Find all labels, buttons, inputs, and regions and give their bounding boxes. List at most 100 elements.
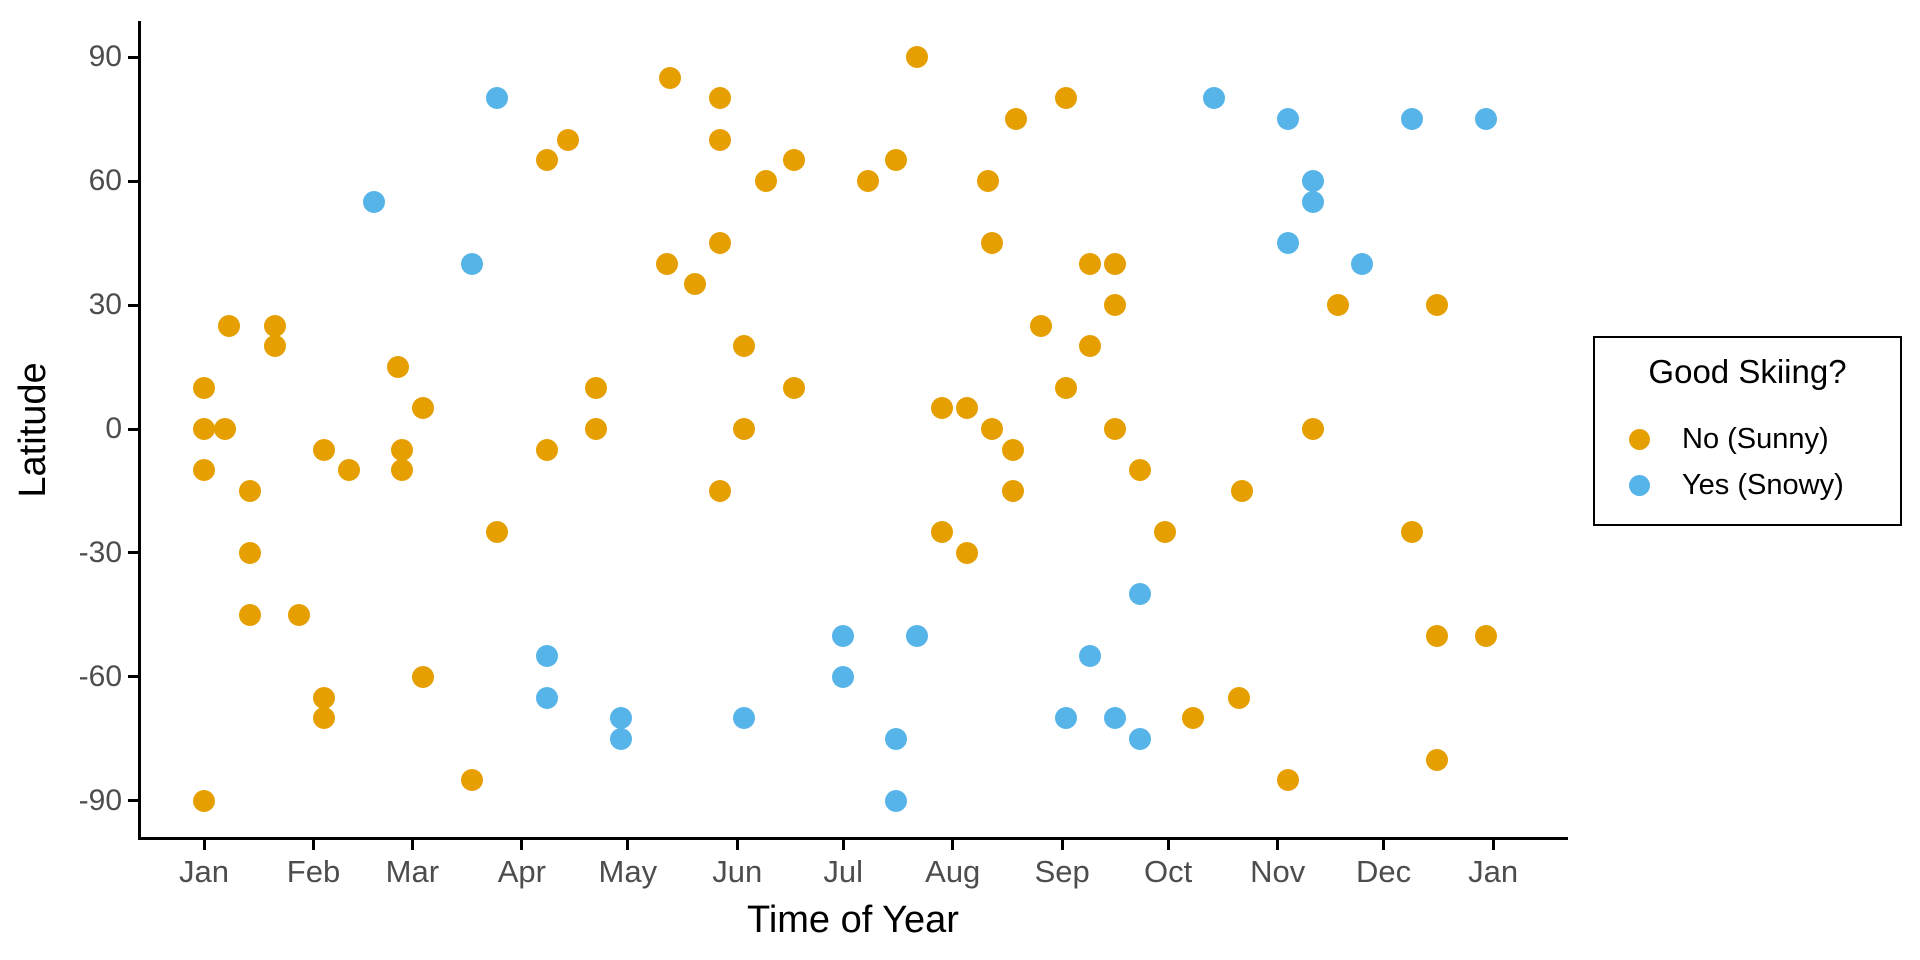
- x-tick: [951, 840, 955, 850]
- data-point: [535, 149, 558, 172]
- y-tick-label: 60: [88, 164, 122, 197]
- data-point: [1475, 624, 1498, 647]
- data-point: [1301, 418, 1324, 440]
- data-point: [193, 789, 215, 812]
- data-point: [263, 335, 286, 358]
- data-point: [288, 603, 311, 626]
- y-tick: [128, 551, 138, 555]
- data-point: [1277, 232, 1300, 254]
- x-tick-label: Oct: [1144, 854, 1193, 889]
- data-point: [1001, 479, 1024, 502]
- y-tick-label: 30: [88, 288, 122, 321]
- data-point: [1054, 87, 1077, 110]
- y-tick: [128, 427, 138, 431]
- data-point: [1227, 686, 1250, 709]
- y-tick-label: 90: [88, 40, 122, 73]
- x-tick: [841, 840, 845, 850]
- y-tick: [128, 179, 138, 183]
- data-point: [609, 727, 632, 750]
- data-point: [955, 397, 978, 420]
- data-point: [1128, 583, 1151, 606]
- data-point: [238, 603, 261, 626]
- x-tick-label: Sep: [1034, 854, 1090, 889]
- x-tick: [1060, 840, 1064, 850]
- data-point: [193, 418, 215, 440]
- data-point: [977, 170, 1000, 192]
- data-point: [556, 128, 579, 151]
- data-point: [486, 87, 509, 110]
- data-point: [1181, 707, 1204, 730]
- data-point: [1425, 624, 1448, 647]
- data-point: [655, 252, 678, 275]
- data-point: [1104, 418, 1127, 440]
- data-point: [263, 314, 286, 337]
- data-point: [980, 418, 1003, 440]
- x-tick-label: Nov: [1250, 854, 1306, 889]
- y-axis-title: Latitude: [12, 362, 54, 498]
- data-point: [411, 397, 434, 420]
- y-tick-label: -90: [78, 783, 122, 817]
- data-point: [1001, 438, 1024, 461]
- y-tick: [128, 55, 138, 59]
- data-point: [1425, 748, 1448, 771]
- data-point: [683, 273, 706, 296]
- data-point: [313, 686, 336, 709]
- x-tick: [520, 840, 524, 850]
- x-tick-label: Aug: [925, 854, 981, 889]
- data-point: [535, 686, 558, 709]
- data-point: [1104, 294, 1127, 316]
- x-tick-label: Apr: [497, 854, 546, 889]
- data-point: [708, 479, 731, 502]
- y-tick: [128, 799, 138, 803]
- data-point: [1400, 521, 1423, 544]
- data-point: [387, 356, 410, 378]
- data-point: [733, 418, 756, 440]
- x-tick: [410, 840, 414, 850]
- y-tick-label: -30: [78, 535, 122, 569]
- data-point: [535, 645, 558, 668]
- data-point: [832, 665, 855, 688]
- data-point: [1005, 108, 1028, 130]
- data-point: [1301, 190, 1324, 213]
- data-point: [931, 521, 954, 544]
- data-point: [193, 376, 215, 399]
- data-point: [1079, 645, 1102, 668]
- x-tick: [1491, 840, 1495, 850]
- y-tick-label: 0: [105, 412, 122, 445]
- data-point: [1153, 521, 1176, 544]
- data-point: [238, 541, 261, 564]
- data-point: [337, 459, 360, 482]
- data-point: [980, 232, 1003, 254]
- data-point: [1425, 294, 1448, 316]
- legend-color-dot-icon: [1629, 474, 1650, 496]
- data-point: [906, 624, 929, 647]
- data-point: [885, 149, 908, 172]
- data-point: [782, 149, 805, 172]
- x-tick-label: Jan: [1468, 854, 1519, 889]
- data-point: [1400, 108, 1423, 130]
- data-point: [390, 438, 413, 461]
- data-point: [461, 769, 484, 792]
- data-point: [486, 521, 509, 544]
- data-point: [832, 624, 855, 647]
- data-point: [390, 459, 413, 482]
- data-point: [1277, 108, 1300, 130]
- y-axis-line: [138, 21, 141, 840]
- x-tick-label: Jul: [823, 854, 864, 889]
- data-point: [1030, 314, 1053, 337]
- data-point: [659, 66, 682, 89]
- x-tick: [735, 840, 739, 850]
- data-point: [931, 397, 954, 420]
- y-tick: [128, 303, 138, 307]
- data-point: [1104, 707, 1127, 730]
- legend: Good Skiing? No (Sunny) Yes (Snowy): [1593, 336, 1902, 526]
- data-point: [733, 335, 756, 358]
- data-point: [906, 46, 929, 68]
- y-tick-label: -60: [78, 659, 122, 693]
- x-tick-label: Jan: [179, 854, 229, 889]
- data-point: [313, 707, 336, 730]
- x-tick: [202, 840, 206, 850]
- data-point: [885, 727, 908, 750]
